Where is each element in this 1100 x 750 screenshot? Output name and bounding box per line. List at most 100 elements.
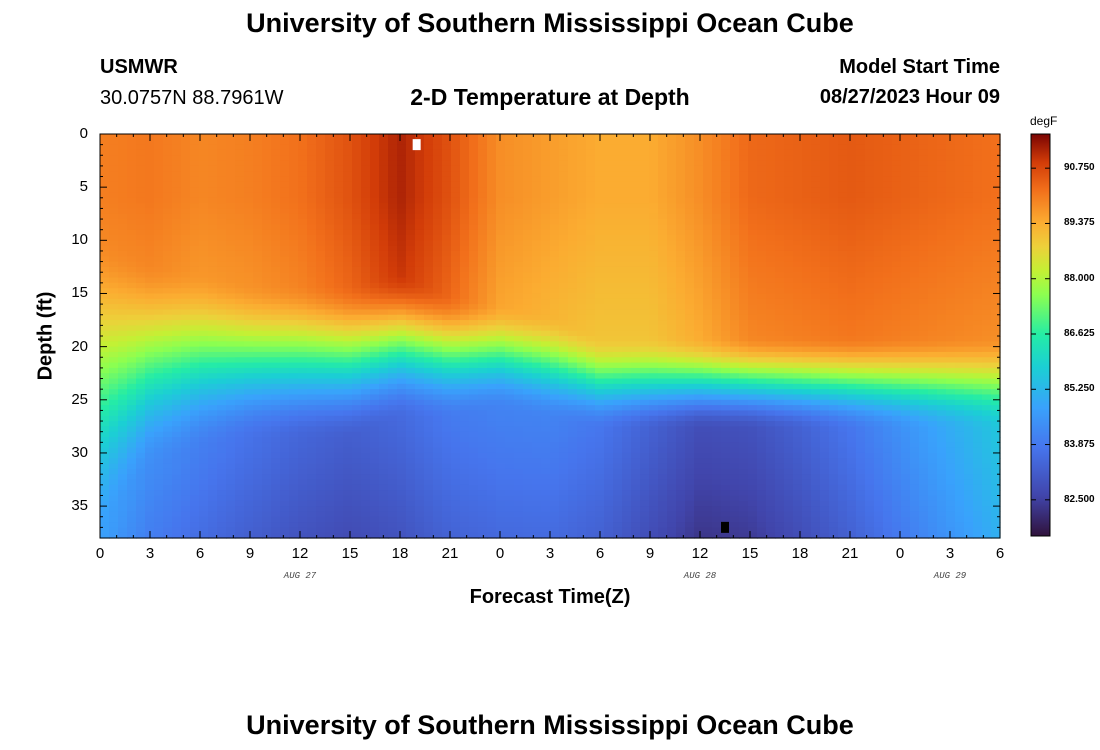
heatmap-cell <box>181 272 191 279</box>
heatmap-cell <box>181 171 191 178</box>
heatmap-cell <box>541 474 551 481</box>
heatmap-cell <box>244 357 254 364</box>
heatmap-cell <box>127 272 137 279</box>
heatmap-cell <box>424 304 434 311</box>
heatmap-cell <box>208 309 218 316</box>
heatmap-cell <box>199 458 209 465</box>
heatmap-cell <box>613 351 623 358</box>
heatmap-cell <box>667 468 677 475</box>
heatmap-cell <box>685 256 695 263</box>
heatmap-cell <box>226 447 236 454</box>
heatmap-cell <box>199 484 209 491</box>
heatmap-cell <box>631 532 641 539</box>
heatmap-cell <box>550 378 560 385</box>
heatmap-cell <box>127 224 137 231</box>
heatmap-cell <box>271 250 281 257</box>
heatmap-cell <box>334 197 344 204</box>
heatmap-cell <box>586 336 596 342</box>
heatmap-cell <box>289 458 299 465</box>
heatmap-cell <box>469 139 479 146</box>
heatmap-cell <box>154 463 164 470</box>
heatmap-cell <box>253 171 263 178</box>
heatmap-cell <box>361 437 371 443</box>
heatmap-cell <box>262 506 272 513</box>
heatmap-cell <box>397 527 407 534</box>
heatmap-cell <box>595 155 605 162</box>
heatmap-cell <box>127 468 137 475</box>
heatmap-cell <box>190 325 200 332</box>
heatmap-cell <box>640 532 650 539</box>
heatmap-cell <box>424 293 434 300</box>
heatmap-cell <box>505 282 515 289</box>
heatmap-cell <box>199 293 209 300</box>
heatmap-cell <box>469 490 479 497</box>
heatmap-cell <box>352 511 362 518</box>
heatmap-cell <box>640 288 650 295</box>
heatmap-cell <box>172 336 182 342</box>
heatmap-cell <box>514 160 524 167</box>
heatmap-cell <box>208 373 218 380</box>
heatmap-cell <box>487 282 497 289</box>
heatmap-cell <box>442 421 452 427</box>
heatmap-cell <box>253 452 263 459</box>
heatmap-cell <box>163 463 173 470</box>
heatmap-cell <box>325 495 335 502</box>
heatmap-cell <box>217 266 227 273</box>
heatmap-cell <box>145 208 155 215</box>
heatmap-cell <box>505 293 515 300</box>
heatmap-cell <box>280 522 290 528</box>
heatmap-cell <box>676 522 686 528</box>
heatmap-cell <box>226 325 236 332</box>
heatmap-cell <box>523 506 533 513</box>
heatmap-cell <box>406 213 416 220</box>
heatmap-cell <box>109 468 119 475</box>
heatmap-cell <box>640 213 650 220</box>
heatmap-cell <box>262 277 272 284</box>
heatmap-cell <box>298 357 308 364</box>
heatmap-cell <box>190 203 200 210</box>
heatmap-cell <box>496 468 506 475</box>
heatmap-cell <box>208 522 218 528</box>
heatmap-cell <box>136 367 146 374</box>
heatmap-cell <box>532 437 542 443</box>
heatmap-cell <box>271 399 281 406</box>
heatmap-cell <box>298 229 308 236</box>
heatmap-cell <box>370 495 380 502</box>
heatmap-cell <box>190 266 200 273</box>
heatmap-cell <box>271 522 281 528</box>
heatmap-cell <box>136 474 146 481</box>
heatmap-cell <box>235 203 245 210</box>
heatmap-cell <box>460 516 470 523</box>
heatmap-cell <box>127 304 137 311</box>
heatmap-cell <box>631 235 641 241</box>
heatmap-cell <box>460 282 470 289</box>
heatmap-cell <box>532 139 542 146</box>
heatmap-cell <box>604 474 614 481</box>
heatmap-cell <box>226 176 236 183</box>
heatmap-cell <box>235 474 245 481</box>
heatmap-cell <box>622 447 632 454</box>
heatmap-cell <box>622 357 632 364</box>
heatmap-cell <box>172 240 182 247</box>
heatmap-cell <box>262 447 272 454</box>
heatmap-cell <box>595 341 605 348</box>
heatmap-cell <box>325 277 335 284</box>
heatmap-cell <box>667 437 677 443</box>
heatmap-cell <box>586 139 596 146</box>
heatmap-cell <box>163 522 173 528</box>
heatmap-cell <box>370 458 380 465</box>
heatmap-cell <box>208 405 218 412</box>
heatmap-cell <box>136 373 146 380</box>
heatmap-cell <box>604 245 614 252</box>
heatmap-cell <box>541 139 551 146</box>
heatmap-cell <box>424 203 434 210</box>
heatmap-cell <box>316 405 326 412</box>
heatmap-cell <box>451 336 461 342</box>
heatmap-field <box>100 134 1001 539</box>
heatmap-cell <box>460 160 470 167</box>
heatmap-cell <box>622 426 632 433</box>
heatmap-cell <box>316 293 326 300</box>
heatmap-cell <box>595 250 605 257</box>
heatmap-cell <box>199 415 209 422</box>
heatmap-cell <box>460 325 470 332</box>
